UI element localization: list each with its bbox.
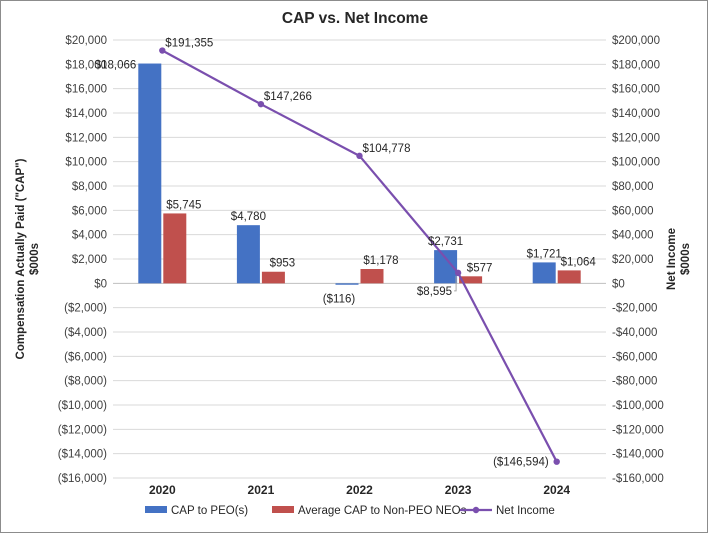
- data-label-net-income: $191,355: [165, 38, 213, 50]
- left-tick-label: ($8,000): [64, 376, 107, 388]
- legend-label: CAP to PEO(s): [171, 505, 248, 517]
- right-axis-title: Net Income: [666, 228, 678, 290]
- left-tick-label: ($14,000): [58, 449, 107, 461]
- legend-label: Average CAP to Non-PEO NEOs: [298, 505, 467, 517]
- data-label-cap-non-peo: $1,064: [561, 256, 597, 268]
- left-axis-title-units: $000s: [29, 243, 41, 275]
- net-income-point-2021: [257, 100, 265, 108]
- category-labels: 2020 2021 2022 2023 2024: [149, 483, 570, 497]
- legend: CAP to PEO(s) Average CAP to Non-PEO NEOs…: [145, 505, 555, 517]
- left-tick-label: ($6,000): [64, 351, 107, 363]
- data-label-cap-peo: $18,066: [95, 60, 137, 72]
- data-label-cap-non-peo: $5,745: [166, 199, 201, 211]
- data-label-cap-peo: $1,721: [527, 248, 562, 260]
- bar-cap-peo-2023: [434, 250, 458, 284]
- net-income-series-line: [161, 49, 558, 463]
- left-tick-label: $20,000: [65, 35, 107, 47]
- data-label-net-income: $147,266: [264, 91, 312, 103]
- left-tick-label: $2,000: [72, 254, 107, 266]
- bar-cap-peo-2024: [532, 262, 556, 284]
- data-label-cap-peo: ($116): [323, 293, 356, 305]
- data-label-cap-peo: $2,731: [428, 236, 463, 248]
- legend-swatch-cap-peo: [145, 506, 167, 513]
- legend-swatch-cap-non-peo: [272, 506, 294, 513]
- right-tick-label: -$80,000: [612, 376, 657, 388]
- chart-title: CAP vs. Net Income: [282, 10, 429, 27]
- net-income-line: [159, 47, 560, 465]
- left-tick-label: $6,000: [72, 205, 107, 217]
- leader-line: [454, 275, 457, 292]
- left-tick-label: $8,000: [72, 181, 107, 193]
- left-tick-label: $0: [94, 278, 107, 290]
- bar-cap-non-peo-2024: [557, 270, 581, 284]
- category-label: 2022: [346, 483, 373, 497]
- right-tick-label: $180,000: [612, 59, 660, 71]
- bar-cap-peo-2021: [236, 225, 260, 284]
- left-tick-label: $12,000: [65, 132, 107, 144]
- right-tick-label: $120,000: [612, 132, 660, 144]
- left-tick-label: $16,000: [65, 84, 107, 96]
- left-tick-label: ($2,000): [64, 303, 107, 315]
- bar-cap-non-peo-2021: [261, 271, 285, 284]
- right-tick-label: $0: [612, 278, 625, 290]
- right-tick-label: $20,000: [612, 254, 654, 266]
- right-tick-label: $160,000: [612, 84, 660, 96]
- net-income-point-2024: [553, 458, 560, 465]
- net-income-point-2022: [356, 152, 363, 160]
- right-tick-label: $100,000: [612, 157, 660, 169]
- data-label-cap-peo: $4,780: [231, 211, 266, 223]
- data-labels: $18,066 $4,780 ($116) $2,731 $1,721 $5,745 $95…: [95, 38, 597, 469]
- data-label-cap-non-peo: $1,178: [363, 255, 398, 267]
- right-tick-label: $140,000: [612, 108, 660, 120]
- right-tick-label: $40,000: [612, 230, 654, 242]
- right-tick-label: -$60,000: [612, 351, 657, 363]
- data-label-cap-non-peo: $577: [467, 262, 493, 274]
- legend-label: Net Income: [496, 505, 555, 517]
- left-axis-title: Compensation Actually Paid ("CAP"): [15, 158, 27, 359]
- left-tick-label: ($16,000): [58, 473, 107, 485]
- right-tick-label: -$160,000: [612, 473, 664, 485]
- left-tick-label: $14,000: [65, 108, 107, 120]
- bar-cap-non-peo-2022: [360, 269, 384, 284]
- right-tick-label: -$20,000: [612, 303, 657, 315]
- left-axis-tick-labels: $20,000 $18,000 $16,000 $14,000 $12,000 $10,0…: [58, 35, 107, 485]
- bars: [138, 63, 581, 285]
- category-label: 2024: [543, 483, 570, 497]
- data-label-net-income: $104,778: [363, 143, 411, 155]
- left-tick-label: $18,000: [65, 59, 107, 71]
- data-label-net-income: $8,595: [417, 286, 452, 298]
- right-axis-title-units: $000s: [680, 243, 692, 275]
- bar-cap-non-peo-2020: [163, 213, 187, 284]
- data-label-cap-non-peo: $953: [270, 258, 296, 270]
- net-income-point-2023: [454, 269, 462, 277]
- left-tick-label: ($10,000): [58, 400, 107, 412]
- right-tick-label: -$120,000: [612, 424, 664, 436]
- right-tick-label: -$100,000: [612, 400, 664, 412]
- left-tick-label: ($12,000): [58, 424, 107, 436]
- bar-cap-peo-2022: [335, 283, 359, 285]
- bar-cap-peo-2020: [138, 63, 162, 284]
- left-tick-label: $10,000: [65, 157, 107, 169]
- right-tick-label: $80,000: [612, 181, 654, 193]
- left-tick-label: ($4,000): [64, 327, 107, 339]
- legend-marker-net-income: [472, 506, 480, 514]
- gridlines: [113, 39, 606, 479]
- data-label-net-income: ($146,594): [493, 457, 549, 469]
- right-tick-label: $200,000: [612, 35, 660, 47]
- bar-cap-non-peo-2023: [459, 276, 483, 284]
- left-tick-label: $4,000: [72, 230, 107, 242]
- category-label: 2021: [248, 483, 275, 497]
- category-label: 2023: [445, 483, 472, 497]
- category-label: 2020: [149, 483, 176, 497]
- right-tick-label: -$140,000: [612, 449, 664, 461]
- right-tick-label: -$40,000: [612, 327, 657, 339]
- right-axis-tick-labels: $200,000 $180,000 $160,000 $140,000 $120,000…: [612, 35, 664, 485]
- right-tick-label: $60,000: [612, 205, 654, 217]
- net-income-point-2020: [159, 47, 166, 54]
